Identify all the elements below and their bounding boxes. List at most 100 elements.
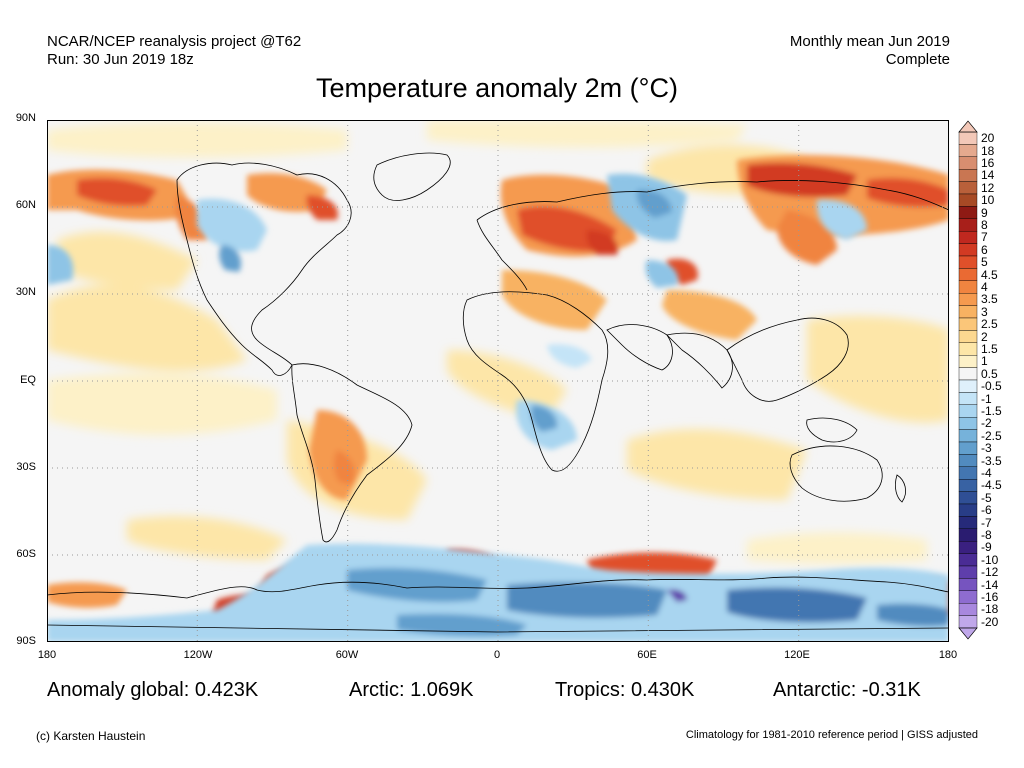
colorbar-label: -4.5 xyxy=(981,478,1002,493)
lon-label-60w: 60W xyxy=(335,649,359,661)
lat-label-60s: 60S xyxy=(16,548,36,560)
lat-label-90s: 90S xyxy=(16,635,36,647)
colorbar-cell xyxy=(958,528,978,542)
colorbar-label: -12 xyxy=(981,565,999,580)
colorbar-cell xyxy=(958,479,978,492)
colorbar-label: -3 xyxy=(981,441,992,456)
colorbar-cell xyxy=(958,429,978,443)
colorbar-cell xyxy=(958,193,978,207)
colorbar-label: 14 xyxy=(981,168,995,183)
colorbar-cell xyxy=(958,230,978,244)
colorbar-cell xyxy=(958,466,978,480)
colorbar-label: -16 xyxy=(981,590,999,604)
colorbar-label: 8 xyxy=(981,218,988,232)
colorbar-cell xyxy=(958,541,978,554)
colorbar-cell xyxy=(958,181,978,195)
stat-global: Anomaly global: 0.423K xyxy=(47,679,259,701)
colorbar-label: -10 xyxy=(981,552,999,567)
colorbar-cell xyxy=(958,553,978,567)
lon-label-120w: 120W xyxy=(183,649,213,661)
colorbar-cell xyxy=(958,565,978,579)
colorbar-label: -1 xyxy=(981,391,992,406)
colorbar-label: 12 xyxy=(981,180,995,195)
map-title: Temperature anomaly 2m (°C) xyxy=(316,73,678,103)
colorbar-cell xyxy=(958,379,978,393)
colorbar-label: 4 xyxy=(981,280,988,294)
lon-label-120e: 120E xyxy=(784,649,810,661)
stat-tropics: Tropics: 0.430K xyxy=(555,679,695,701)
colorbar-bottom-arrow xyxy=(958,627,978,640)
map-frame xyxy=(47,120,949,642)
anomaly-field-cool xyxy=(47,173,949,642)
climatology-note: Climatology for 1981-2010 reference peri… xyxy=(685,729,978,741)
lat-label-30s: 30S xyxy=(16,461,36,473)
colorbar-label: -2 xyxy=(981,416,992,431)
colorbar-label: -7 xyxy=(981,515,992,530)
temperature-anomaly-map xyxy=(47,120,949,642)
colorbar-cell xyxy=(958,317,978,331)
colorbar-label: 16 xyxy=(981,156,995,170)
colorbar-label: -6 xyxy=(981,503,992,518)
colorbar-cell xyxy=(958,354,978,368)
colorbar-label: 7 xyxy=(981,230,988,245)
colorbar-cell xyxy=(958,367,978,381)
colorbar-label: 0.5 xyxy=(981,366,998,381)
colorbar-cell xyxy=(958,342,978,356)
colorbar-label: 1 xyxy=(981,354,988,369)
colorbar-cell xyxy=(958,268,978,281)
colorbar-label: 1.5 xyxy=(981,342,998,356)
colorbar-label: -4 xyxy=(981,466,992,480)
colorbar-cell xyxy=(958,417,978,430)
graticule xyxy=(47,120,949,642)
colorbar-cell xyxy=(958,280,978,294)
run-label: Run: 30 Jun 2019 18z xyxy=(47,51,194,68)
colorbar-label: 3.5 xyxy=(981,292,998,307)
colorbar-cell xyxy=(958,255,978,269)
lat-label-60n: 60N xyxy=(15,199,36,211)
status-label: Complete xyxy=(885,51,950,68)
period-label: Monthly mean Jun 2019 xyxy=(789,33,950,50)
colorbar-label: -8 xyxy=(981,528,992,542)
credit-label: (c) Karsten Haustein xyxy=(36,729,146,743)
colorbar-cell xyxy=(958,603,978,616)
colorbar-cell xyxy=(958,404,978,418)
colorbar-top-arrow xyxy=(958,120,978,133)
colorbar-cell xyxy=(958,243,978,257)
colorbar-label: 2 xyxy=(981,329,988,344)
colorbar-cell xyxy=(958,156,978,170)
colorbar-cell xyxy=(958,615,978,629)
stat-antarctic: Antarctic: -0.31K xyxy=(773,679,921,701)
colorbar-label: 6 xyxy=(981,242,988,257)
lon-label-180e: 180 xyxy=(938,649,958,661)
colorbar-cell xyxy=(958,169,978,182)
colorbar-label: 5 xyxy=(981,255,988,270)
lat-label-30n: 30N xyxy=(15,286,36,298)
colorbar-label: -14 xyxy=(981,577,999,592)
colorbar-cell xyxy=(958,330,978,343)
stat-arctic: Arctic: 1.069K xyxy=(349,679,474,701)
colorbar-cell xyxy=(958,503,978,517)
colorbar-cell xyxy=(958,454,978,467)
colorbar-label: 9 xyxy=(981,205,988,220)
colorbar-cell xyxy=(958,292,978,306)
colorbar-cell xyxy=(958,590,978,604)
colorbar xyxy=(958,120,978,640)
colorbar-cell xyxy=(958,206,978,220)
colorbar-cell xyxy=(958,516,978,529)
colorbar-label: -9 xyxy=(981,540,992,555)
colorbar-label: 3 xyxy=(981,304,988,319)
colorbar-label: -20 xyxy=(981,614,999,629)
colorbar-cell xyxy=(958,305,978,319)
colorbar-label: 18 xyxy=(981,143,995,158)
colorbar-cell xyxy=(958,392,978,405)
colorbar-cell xyxy=(958,218,978,232)
lat-label-eq: EQ xyxy=(20,374,36,386)
project-label: NCAR/NCEP reanalysis project @T62 xyxy=(47,33,302,50)
colorbar-cell xyxy=(958,578,978,591)
colorbar-cell xyxy=(958,131,978,145)
colorbar-label: -1.5 xyxy=(981,404,1002,418)
colorbar-label: 2.5 xyxy=(981,317,998,332)
colorbar-cell xyxy=(958,491,978,505)
colorbar-label: -0.5 xyxy=(981,379,1002,394)
colorbar-label: 20 xyxy=(981,131,995,146)
